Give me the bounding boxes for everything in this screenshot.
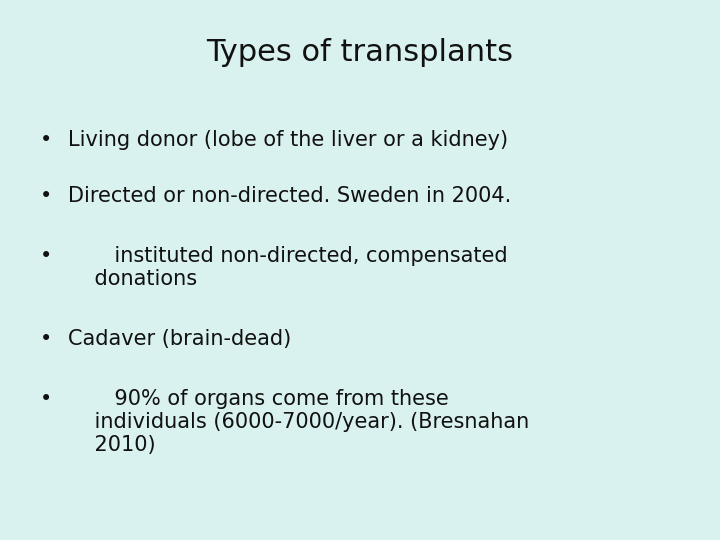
Text: 90% of organs come from these
    individuals (6000-7000/year). (Bresnahan
    2: 90% of organs come from these individual… bbox=[68, 389, 530, 455]
Text: Directed or non-directed. Sweden in 2004.: Directed or non-directed. Sweden in 2004… bbox=[68, 186, 512, 206]
Text: •: • bbox=[40, 130, 52, 150]
Text: Living donor (lobe of the liver or a kidney): Living donor (lobe of the liver or a kid… bbox=[68, 130, 508, 150]
Text: Types of transplants: Types of transplants bbox=[207, 38, 513, 67]
Text: •: • bbox=[40, 186, 52, 206]
Text: •: • bbox=[40, 246, 52, 266]
Text: instituted non-directed, compensated
    donations: instituted non-directed, compensated don… bbox=[68, 246, 508, 289]
Text: •: • bbox=[40, 329, 52, 349]
Text: Cadaver (brain-dead): Cadaver (brain-dead) bbox=[68, 329, 292, 349]
Text: •: • bbox=[40, 389, 52, 409]
